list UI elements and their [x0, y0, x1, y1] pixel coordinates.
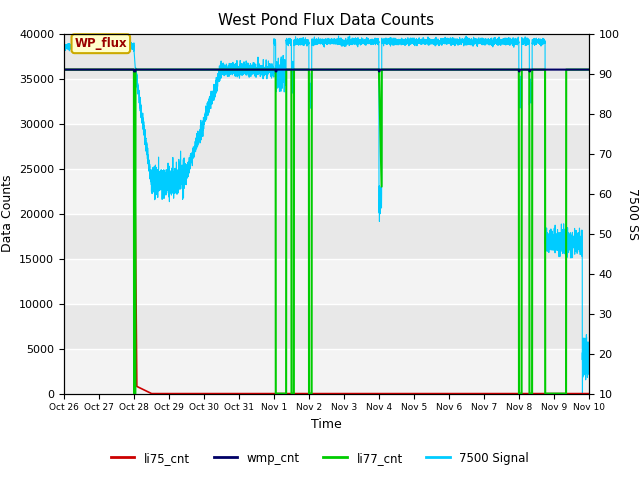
wmp_cnt: [130, 69, 138, 74]
7500 Signal: [459, 39, 467, 45]
7500 Signal: [239, 64, 246, 70]
li77_cnt: [444, 67, 451, 72]
li77_cnt: [60, 67, 68, 72]
Line: li77_cnt: li77_cnt: [64, 70, 589, 394]
wmp_cnt: [585, 67, 593, 72]
7500 Signal: [308, 42, 316, 48]
li75_cnt: [585, 391, 593, 396]
7500 Signal: [585, 349, 593, 355]
7500 Signal: [444, 39, 451, 45]
li75_cnt: [444, 391, 451, 396]
li77_cnt: [563, 67, 571, 72]
li75_cnt: [563, 391, 571, 396]
Line: 7500 Signal: 7500 Signal: [64, 36, 589, 394]
wmp_cnt: [239, 67, 246, 72]
wmp_cnt: [308, 67, 316, 72]
Text: WP_flux: WP_flux: [74, 37, 127, 50]
Bar: [64, 259, 589, 303]
li77_cnt: [239, 67, 246, 72]
li77_cnt: [459, 67, 467, 72]
Legend: li75_cnt, wmp_cnt, li77_cnt, 7500 Signal: li75_cnt, wmp_cnt, li77_cnt, 7500 Signal: [106, 447, 534, 469]
Y-axis label: Data Counts: Data Counts: [1, 175, 13, 252]
li75_cnt: [308, 391, 316, 396]
li75_cnt: [239, 391, 246, 396]
wmp_cnt: [563, 67, 571, 72]
li77_cnt: [308, 67, 316, 72]
li77_cnt: [130, 391, 138, 396]
7500 Signal: [556, 229, 564, 235]
7500 Signal: [346, 33, 353, 39]
li75_cnt: [459, 391, 467, 396]
X-axis label: Time: Time: [311, 418, 342, 431]
Y-axis label: 7500 SS: 7500 SS: [626, 188, 639, 240]
li77_cnt: [556, 391, 564, 396]
Bar: [64, 168, 589, 214]
7500 Signal: [60, 46, 68, 52]
wmp_cnt: [556, 67, 564, 72]
li75_cnt: [60, 67, 68, 72]
wmp_cnt: [459, 67, 467, 72]
7500 Signal: [579, 391, 586, 396]
Bar: [64, 79, 589, 123]
li75_cnt: [148, 391, 156, 396]
li77_cnt: [585, 67, 593, 72]
7500 Signal: [563, 247, 571, 253]
wmp_cnt: [60, 67, 68, 72]
wmp_cnt: [444, 67, 451, 72]
Line: wmp_cnt: wmp_cnt: [64, 70, 589, 72]
li75_cnt: [556, 391, 564, 396]
Line: li75_cnt: li75_cnt: [64, 70, 589, 394]
Bar: [64, 348, 589, 394]
Title: West Pond Flux Data Counts: West Pond Flux Data Counts: [218, 13, 435, 28]
